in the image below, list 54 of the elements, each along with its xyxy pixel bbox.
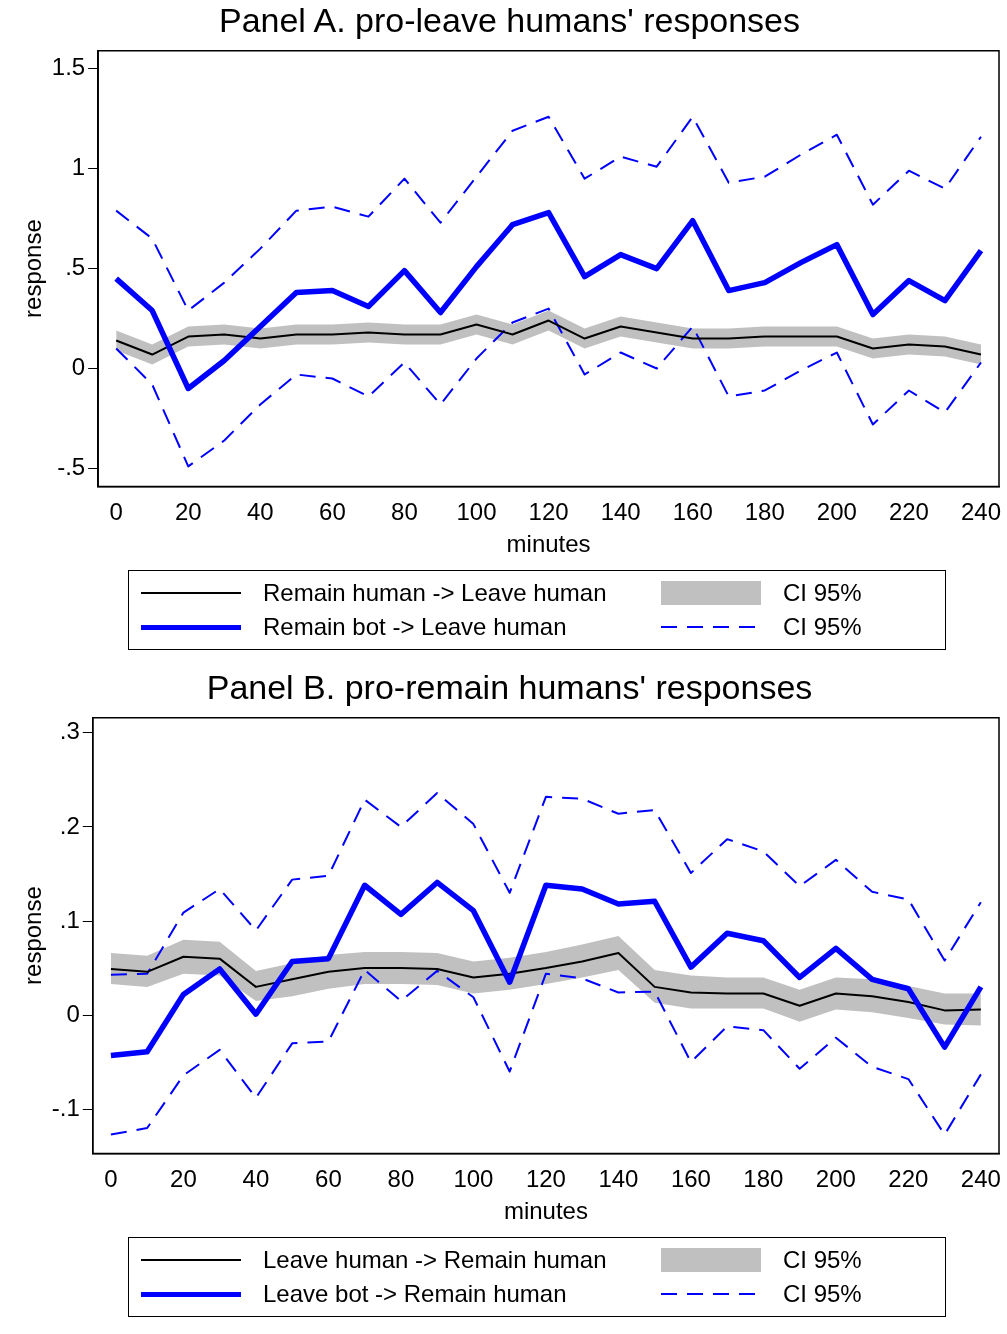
text: CI 95% xyxy=(783,1246,862,1274)
legend-label: CI 95% xyxy=(783,613,862,641)
x-tick-label: 20 xyxy=(170,1165,197,1193)
x-tick-label: 120 xyxy=(528,498,569,526)
x-tick-label: 100 xyxy=(453,1165,494,1193)
line-series xyxy=(115,307,982,468)
x-tick-label: 140 xyxy=(598,1165,639,1193)
x-tick-label: 160 xyxy=(672,498,713,526)
x-axis-title: minutes xyxy=(506,530,591,558)
x-tick-label: 220 xyxy=(888,1165,929,1193)
y-tick-label: -.5 xyxy=(57,453,86,481)
legend-label: CI 95% xyxy=(783,1280,862,1308)
legend-label: Leave human -> Remain human xyxy=(263,1246,607,1274)
y-tick-label: .5 xyxy=(65,253,86,281)
x-tick-label: 20 xyxy=(174,498,202,526)
x-tick-label: 60 xyxy=(319,498,346,526)
x-tick-label: 240 xyxy=(960,1165,1001,1193)
chart-title: Panel B. pro-remain humans' responses xyxy=(206,667,813,706)
y-tick-label: -.1 xyxy=(51,1093,80,1121)
y-tick-label: 1 xyxy=(71,153,86,181)
line-series xyxy=(109,968,982,1136)
y-axis-title: response xyxy=(19,886,47,985)
x-tick-label: 240 xyxy=(960,498,1002,526)
x-tick-label: 100 xyxy=(456,498,497,526)
x-tick-label: 120 xyxy=(525,1165,566,1193)
x-tick-label: 180 xyxy=(744,498,785,526)
line-series xyxy=(109,792,982,976)
x-tick-label: 220 xyxy=(888,498,929,526)
legend-label: Leave bot -> Remain human xyxy=(263,1280,567,1308)
y-tick-label: .3 xyxy=(59,717,80,745)
x-tick-label: 160 xyxy=(670,1165,711,1193)
x-tick-label: 180 xyxy=(743,1165,784,1193)
x-axis-title: minutes xyxy=(503,1197,588,1225)
x-tick-label: 60 xyxy=(315,1165,342,1193)
legend-label: Remain human -> Leave human xyxy=(263,579,607,607)
x-tick-label: 80 xyxy=(387,1165,415,1193)
x-tick-label: 140 xyxy=(600,498,641,526)
y-axis-title: response xyxy=(19,219,47,318)
y-tick-label: .2 xyxy=(59,811,80,839)
x-tick-label: 200 xyxy=(815,1165,856,1193)
text: CI 95% xyxy=(783,579,862,607)
y-tick-label: 0 xyxy=(71,353,86,381)
x-tick-label: 40 xyxy=(246,498,274,526)
x-tick-label: 200 xyxy=(816,498,857,526)
y-tick-label: 1.5 xyxy=(51,53,86,81)
y-tick-label: 0 xyxy=(66,999,80,1027)
chart-title: Panel A. pro-leave humans' responses xyxy=(218,0,801,39)
x-tick-label: 80 xyxy=(391,498,418,526)
x-tick-label: 0 xyxy=(109,498,123,526)
legend-label: Remain bot -> Leave human xyxy=(263,613,567,641)
line-series xyxy=(115,115,982,312)
y-tick-label: .1 xyxy=(59,905,80,933)
x-tick-label: 0 xyxy=(104,1165,118,1193)
x-tick-label: 40 xyxy=(242,1165,270,1193)
